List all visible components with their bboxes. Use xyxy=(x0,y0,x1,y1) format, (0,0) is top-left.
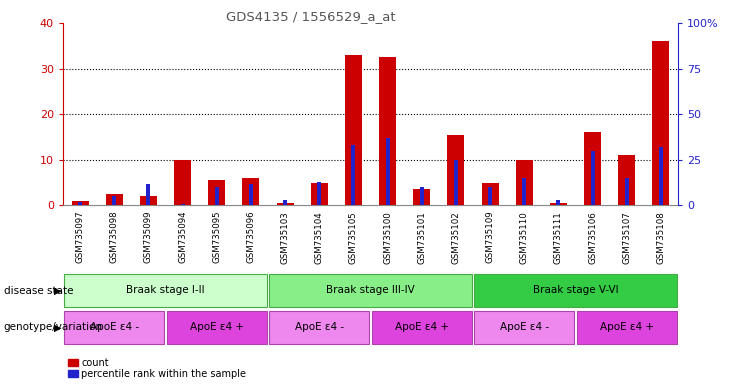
Text: GSM735110: GSM735110 xyxy=(519,211,529,263)
Text: GSM735096: GSM735096 xyxy=(247,211,256,263)
Bar xyxy=(147,184,150,205)
Text: genotype/variation: genotype/variation xyxy=(4,322,103,333)
Text: GSM735105: GSM735105 xyxy=(349,211,358,263)
Bar xyxy=(454,160,458,205)
Legend: count, percentile rank within the sample: count, percentile rank within the sample xyxy=(68,358,247,379)
Bar xyxy=(283,200,287,205)
Text: GSM735107: GSM735107 xyxy=(622,211,631,263)
Text: GSM735102: GSM735102 xyxy=(451,211,460,263)
Bar xyxy=(242,178,259,205)
Text: Braak stage III-IV: Braak stage III-IV xyxy=(326,285,415,295)
Bar xyxy=(181,204,185,205)
Bar xyxy=(474,311,574,344)
Bar xyxy=(167,311,267,344)
Bar xyxy=(106,194,123,205)
Text: ▶: ▶ xyxy=(54,322,62,333)
Text: disease state: disease state xyxy=(4,286,73,296)
Bar xyxy=(652,41,669,205)
Bar xyxy=(174,160,191,205)
Text: GDS4135 / 1556529_a_at: GDS4135 / 1556529_a_at xyxy=(227,10,396,23)
Bar xyxy=(474,275,677,307)
Bar xyxy=(351,145,356,205)
Text: ▶: ▶ xyxy=(54,286,62,296)
Bar xyxy=(522,178,526,205)
Text: GSM735108: GSM735108 xyxy=(657,211,665,263)
Text: GSM735097: GSM735097 xyxy=(76,211,84,263)
Bar xyxy=(419,187,424,205)
Text: Braak stage V-VI: Braak stage V-VI xyxy=(533,285,618,295)
Text: Braak stage I-II: Braak stage I-II xyxy=(126,285,205,295)
Bar xyxy=(576,311,677,344)
Bar xyxy=(317,182,322,205)
Text: GSM735104: GSM735104 xyxy=(315,211,324,263)
Text: GSM735095: GSM735095 xyxy=(212,211,222,263)
Bar xyxy=(550,203,567,205)
Bar xyxy=(112,196,116,205)
Text: GSM735111: GSM735111 xyxy=(554,211,563,263)
Bar xyxy=(618,155,635,205)
Bar xyxy=(64,275,267,307)
Bar xyxy=(269,275,472,307)
Bar xyxy=(371,311,472,344)
Bar xyxy=(556,200,560,205)
Bar xyxy=(413,189,431,205)
Bar xyxy=(591,151,594,205)
Text: GSM735099: GSM735099 xyxy=(144,211,153,263)
Text: ApoE ε4 -: ApoE ε4 - xyxy=(295,322,344,332)
Bar xyxy=(448,135,465,205)
Text: GSM735094: GSM735094 xyxy=(178,211,187,263)
Bar xyxy=(276,203,293,205)
Bar xyxy=(310,183,328,205)
Text: ApoE ε4 -: ApoE ε4 - xyxy=(90,322,139,332)
Text: ApoE ε4 -: ApoE ε4 - xyxy=(499,322,549,332)
Bar xyxy=(140,196,157,205)
Bar xyxy=(215,187,219,205)
Bar xyxy=(249,184,253,205)
Bar xyxy=(659,147,663,205)
Text: GSM735106: GSM735106 xyxy=(588,211,597,263)
Bar xyxy=(488,187,492,205)
Text: ApoE ε4 +: ApoE ε4 + xyxy=(395,322,449,332)
Bar xyxy=(385,138,390,205)
Text: GSM735098: GSM735098 xyxy=(110,211,119,263)
Bar xyxy=(78,202,82,205)
Bar xyxy=(208,180,225,205)
Bar xyxy=(482,183,499,205)
Text: GSM735100: GSM735100 xyxy=(383,211,392,263)
Bar xyxy=(584,132,601,205)
Text: GSM735109: GSM735109 xyxy=(485,211,494,263)
Text: GSM735101: GSM735101 xyxy=(417,211,426,263)
Text: GSM735103: GSM735103 xyxy=(281,211,290,263)
Text: ApoE ε4 +: ApoE ε4 + xyxy=(599,322,654,332)
Bar xyxy=(64,311,165,344)
Bar xyxy=(72,201,89,205)
Bar xyxy=(516,160,533,205)
Text: ApoE ε4 +: ApoE ε4 + xyxy=(190,322,244,332)
Bar xyxy=(379,57,396,205)
Bar xyxy=(269,311,370,344)
Bar xyxy=(625,178,629,205)
Bar xyxy=(345,55,362,205)
